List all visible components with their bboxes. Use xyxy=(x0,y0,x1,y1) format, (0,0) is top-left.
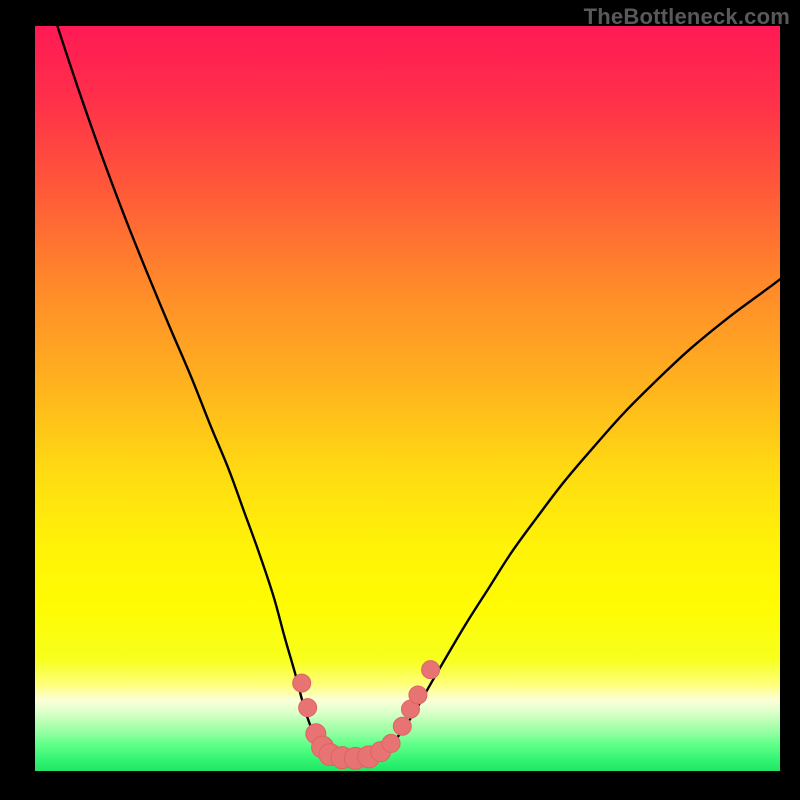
watermark-text: TheBottleneck.com xyxy=(584,4,790,30)
marker-point xyxy=(299,699,317,717)
figure-container: TheBottleneck.com xyxy=(0,0,800,800)
bottleneck-chart xyxy=(0,0,800,800)
marker-point xyxy=(409,686,427,704)
marker-point xyxy=(382,734,400,752)
marker-point xyxy=(393,717,411,735)
marker-point xyxy=(422,661,440,679)
marker-point xyxy=(293,674,311,692)
plot-background xyxy=(35,26,780,771)
